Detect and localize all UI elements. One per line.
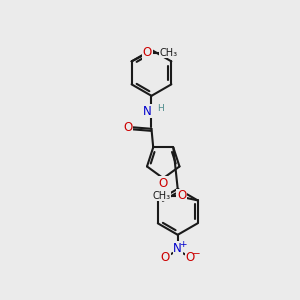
- Text: CH₃: CH₃: [153, 191, 171, 201]
- Text: O: O: [143, 46, 152, 59]
- Text: O: O: [159, 177, 168, 190]
- Text: H: H: [157, 104, 164, 113]
- Text: −: −: [192, 249, 201, 259]
- Text: O: O: [177, 189, 186, 203]
- Text: O: O: [185, 251, 195, 264]
- Text: O: O: [161, 251, 170, 264]
- Text: N: N: [173, 242, 182, 255]
- Text: +: +: [179, 240, 187, 249]
- Text: N: N: [143, 105, 152, 118]
- Text: CH₃: CH₃: [159, 47, 177, 58]
- Text: O: O: [124, 121, 133, 134]
